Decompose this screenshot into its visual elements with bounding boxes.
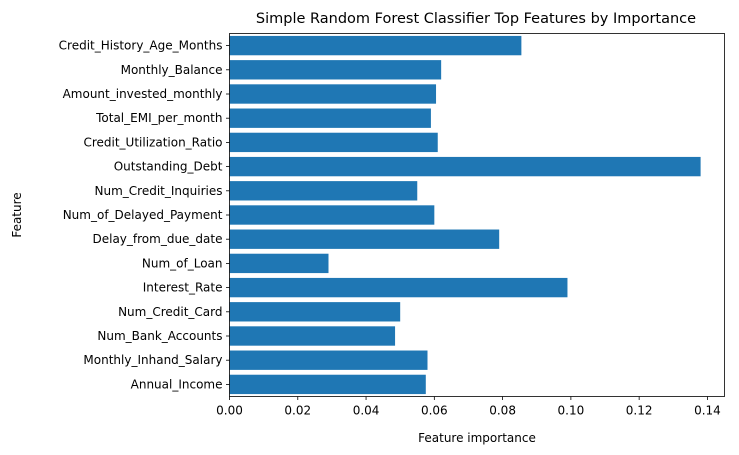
y-tick-label: Delay_from_due_date: [92, 232, 222, 246]
plot-frame: [229, 33, 725, 397]
y-tick-label: Annual_Income: [131, 377, 223, 391]
bar-annual-income: [229, 374, 426, 395]
bar-num-credit-inquiries: [229, 181, 418, 201]
y-tick-label: Interest_Rate: [143, 281, 223, 295]
bar-num-of-loan: [229, 253, 329, 274]
bar-group: [229, 35, 701, 395]
y-tick-label: Monthly_Inhand_Salary: [83, 353, 222, 367]
y-tick-label: Num_of_Delayed_Payment: [63, 208, 223, 222]
x-tick-label: 0.10: [558, 404, 585, 418]
y-axis-label: Feature: [10, 192, 24, 237]
x-tick-label: 0.00: [216, 404, 243, 418]
y-tick-label: Outstanding_Debt: [114, 160, 223, 174]
bar-amount-invested-monthly: [229, 84, 437, 104]
y-tick-label: Monthly_Balance: [121, 63, 223, 77]
x-axis-label: Feature importance: [418, 431, 536, 445]
x-tick-label: 0.06: [421, 404, 448, 418]
x-tick-label: 0.04: [353, 404, 380, 418]
y-tick-label: Num_of_Loan: [142, 256, 223, 270]
bar-total-emi-per-month: [229, 108, 431, 128]
y-tick-label: Credit_Utilization_Ratio: [83, 135, 222, 149]
x-tick-label: 0.14: [694, 404, 721, 418]
y-axis-ticks: Annual_Income Monthly_Inhand_Salary Num_Ba…: [59, 39, 230, 391]
bar-credit-utilization-ratio: [229, 132, 438, 153]
bar-interest-rate: [229, 277, 568, 298]
y-tick-label: Total_EMI_per_month: [95, 111, 222, 125]
bar-delay-from-due-date: [229, 229, 500, 249]
x-tick-label: 0.12: [626, 404, 653, 418]
y-tick-label: Amount_invested_monthly: [63, 87, 223, 101]
bar-credit-history-age-months: [229, 35, 522, 56]
bar-outstanding-debt: [229, 156, 701, 177]
bar-monthly-balance: [229, 60, 442, 80]
bar-num-bank-accounts: [229, 326, 396, 346]
y-tick-label: Credit_History_Age_Months: [59, 39, 223, 53]
x-tick-label: 0.02: [284, 404, 311, 418]
bar-monthly-inhand-salary: [229, 350, 428, 370]
x-tick-label: 0.08: [489, 404, 516, 418]
bar-num-credit-card: [229, 302, 401, 322]
y-tick-label: Num_Credit_Inquiries: [95, 184, 223, 198]
chart-title: Simple Random Forest Classifier Top Feat…: [256, 11, 696, 27]
y-tick-label: Num_Bank_Accounts: [97, 329, 222, 343]
x-axis-ticks: 0.00 0.02 0.04 0.06 0.08 0.10 0.12 0.14: [216, 396, 721, 418]
bar-num-of-delayed-payment: [229, 205, 435, 225]
y-tick-label: Num_Credit_Card: [118, 305, 222, 319]
